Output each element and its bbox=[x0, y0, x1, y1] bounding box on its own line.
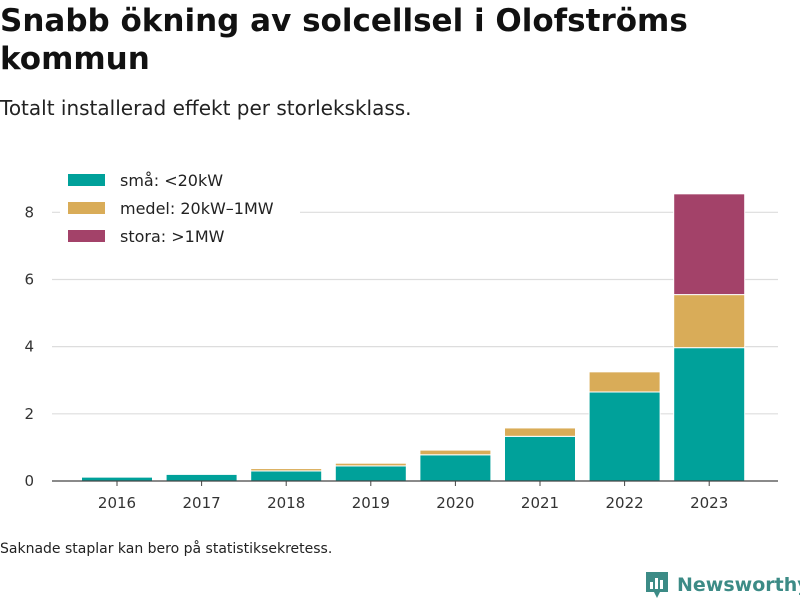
bar-2016-series-1 bbox=[81, 476, 153, 478]
bar-2021-series-1 bbox=[504, 427, 576, 437]
y-tick-label: 6 bbox=[24, 270, 34, 288]
y-tick-label: 0 bbox=[24, 472, 34, 490]
bar-2018-series-1 bbox=[250, 468, 323, 472]
bar-2019-series-1 bbox=[334, 462, 407, 467]
legend: små: <20kW medel: 20kW–1MW stora: >1MW bbox=[60, 168, 300, 248]
bar-2020-series-1 bbox=[419, 449, 492, 456]
y-tick-label: 8 bbox=[24, 203, 34, 221]
bar-2022-series-0 bbox=[588, 391, 661, 482]
legend-label: stora: >1MW bbox=[120, 227, 225, 246]
bar-2017-series-1 bbox=[165, 473, 238, 475]
x-tick-label: 2018 bbox=[267, 494, 305, 512]
bar-2023-series-0 bbox=[673, 347, 746, 482]
brand-name: Newsworthy bbox=[677, 574, 800, 596]
chart-title: Snabb ökning av solcellsel i Olofströms … bbox=[0, 3, 688, 77]
bar-2023-series-2 bbox=[673, 193, 746, 296]
y-tick-label: 4 bbox=[24, 338, 34, 356]
x-tick-label: 2021 bbox=[521, 494, 559, 512]
y-tick-label: 2 bbox=[24, 405, 34, 423]
legend-label: små: <20kW bbox=[120, 171, 223, 190]
x-tick-label: 2019 bbox=[352, 494, 390, 512]
bar-2020-series-0 bbox=[419, 454, 492, 482]
bar-2017-series-0 bbox=[165, 473, 238, 482]
bar-2021-series-0 bbox=[504, 435, 576, 482]
bars bbox=[81, 193, 746, 482]
x-tick-label: 2023 bbox=[690, 494, 728, 512]
footnote: Saknade staplar kan bero på statistiksek… bbox=[0, 541, 333, 557]
y-tick-labels: 0 2 4 6 8 bbox=[24, 203, 34, 490]
legend-swatch bbox=[68, 174, 105, 186]
x-tick-label: 2017 bbox=[183, 494, 221, 512]
legend-label: medel: 20kW–1MW bbox=[120, 199, 274, 218]
newsworthy-logo[interactable]: Newsworthy bbox=[644, 568, 800, 602]
legend-swatch bbox=[68, 230, 105, 242]
x-tick-labels: 2016 2017 2018 2019 2020 2021 2022 2023 bbox=[98, 481, 728, 512]
x-tick-label: 2022 bbox=[606, 494, 644, 512]
bar-2019-series-0 bbox=[334, 465, 407, 482]
chart-subtitle: Totalt installerad effekt per storlekskl… bbox=[0, 96, 412, 120]
legend-swatch bbox=[68, 202, 105, 214]
x-tick-label: 2020 bbox=[436, 494, 474, 512]
x-tick-label: 2016 bbox=[98, 494, 136, 512]
newsworthy-icon bbox=[646, 572, 668, 598]
bar-2022-series-1 bbox=[588, 371, 661, 393]
bar-2023-series-1 bbox=[673, 294, 746, 349]
bar-2018-series-0 bbox=[250, 470, 323, 482]
